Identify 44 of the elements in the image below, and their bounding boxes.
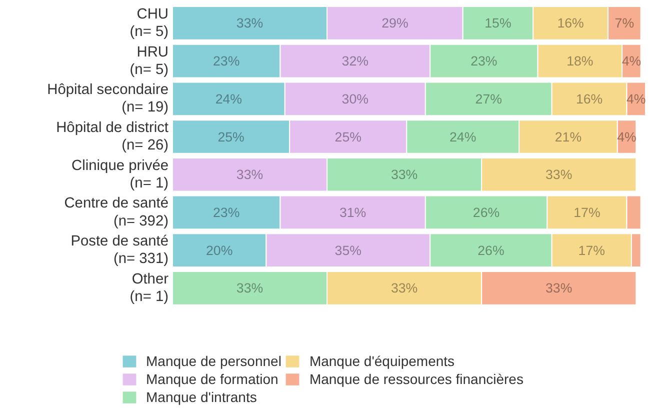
data-label: 27% [475, 91, 502, 106]
data-label: 17% [578, 242, 606, 258]
y-tick-label: Other (n= 1) [130, 271, 169, 305]
data-label: 31% [339, 204, 366, 220]
data-label: 7% [614, 16, 634, 31]
legend-label: Manque d'équipements [309, 353, 455, 369]
data-label: 25% [334, 129, 362, 144]
data-label: 33% [546, 280, 572, 296]
data-label: 20% [206, 242, 233, 258]
data-label: 23% [213, 54, 240, 69]
y-tick-label: Centre de santé (n= 392) [64, 196, 169, 230]
data-label: 21% [554, 129, 582, 144]
data-label: 16% [557, 16, 584, 31]
data-label: 33% [236, 280, 264, 296]
y-tick-label: Poste de santé (n= 331) [70, 234, 169, 268]
data-label: 33% [390, 167, 418, 182]
y-tick-label: CHU (n= 5) [130, 6, 169, 40]
y-tick-label: Clinique privée (n= 1) [72, 158, 169, 192]
data-label: 17% [574, 204, 600, 220]
data-label: 33% [546, 167, 572, 182]
legend-label: Manque de personnel [146, 353, 282, 369]
y-tick-label: HRU (n= 5) [130, 44, 169, 78]
data-label: 25% [218, 129, 245, 144]
data-label: 23% [213, 204, 240, 220]
data-label: 26% [472, 204, 500, 220]
data-label: 16% [576, 91, 603, 106]
data-label: 33% [390, 280, 418, 296]
legend-label: Manque de ressources financières [309, 371, 524, 387]
data-label: 23% [470, 54, 498, 69]
data-label: 33% [236, 167, 264, 182]
data-label: 30% [342, 91, 369, 106]
data-label: 33% [236, 16, 264, 31]
data-label: 26% [478, 242, 504, 258]
data-label: 15% [484, 16, 512, 31]
data-label: 32% [342, 54, 369, 69]
data-label: 24% [450, 129, 476, 144]
legend-label: Manque d'intrants [146, 389, 257, 405]
y-tick-label: Hôpital secondaire (n= 19) [47, 82, 169, 116]
data-label: 29% [382, 16, 408, 31]
data-label: 18% [566, 54, 594, 69]
y-tick-label: Hôpital de district (n= 26) [56, 120, 169, 154]
legend-label: Manque de formation [146, 371, 278, 387]
data-label: 24% [215, 91, 242, 106]
data-label: 35% [334, 242, 362, 258]
